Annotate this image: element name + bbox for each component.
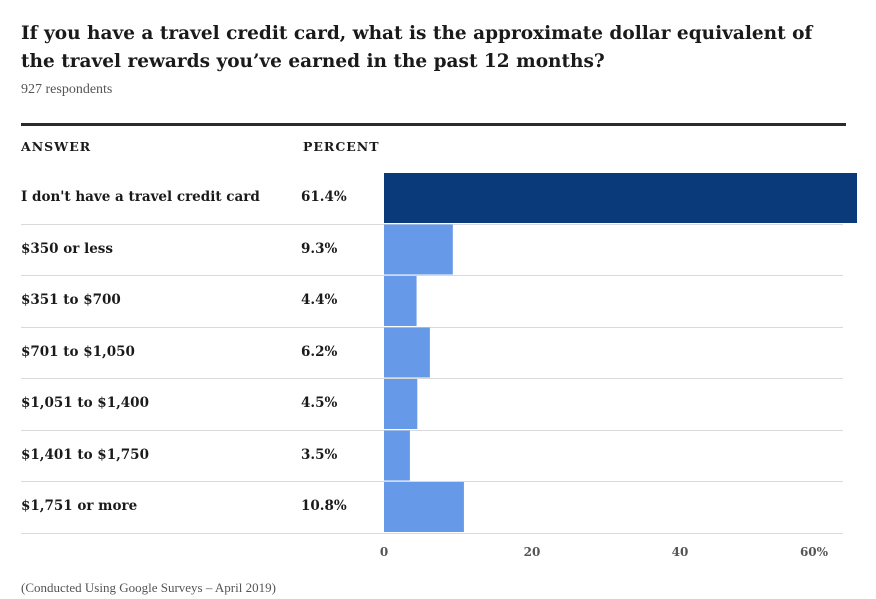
row-separator [21,275,843,276]
percent-value: 10.8% [301,498,347,514]
footnote: (Conducted Using Google Surveys – April … [21,580,276,595]
percent-column-header: PERCENT [303,139,380,154]
answer-label: $351 to $700 [21,292,121,308]
row-separator [21,223,843,225]
row-separator [21,532,843,534]
row-separator [21,378,843,379]
chart-title: If you have a travel credit card, what i… [21,23,813,72]
header-rule [21,123,846,126]
x-tick-label: 20 [524,545,541,559]
x-tick-label: 60% [800,545,829,559]
answer-label: $1,751 or more [21,498,138,514]
answer-label: $350 or less [21,240,114,257]
bar [384,430,410,481]
bar [384,482,464,532]
percent-value: 6.2% [301,343,338,360]
bar [384,224,453,275]
bar [384,276,417,326]
bar-highlight [384,173,857,223]
answer-label: $1,051 to $1,400 [21,395,149,411]
row-separator [21,326,843,328]
x-tick-label: 40 [672,545,689,559]
respondent-count: 927 respondents [21,82,113,97]
percent-value: 61.4% [301,189,347,205]
percent-value: 3.5% [301,446,338,463]
answer-column-header: ANSWER [21,139,92,154]
percent-value: 9.3% [301,240,338,257]
x-tick-label: 0 [380,545,388,559]
answer-label: $1,401 to $1,750 [21,446,149,463]
answer-label: I don't have a travel credit card [21,189,260,205]
percent-value: 4.4% [301,292,338,308]
answer-label: $701 to $1,050 [21,343,135,360]
row-separator [21,429,843,431]
percent-value: 4.5% [301,395,338,411]
row-separator [21,481,843,482]
bar [384,379,418,429]
bar [384,327,430,378]
